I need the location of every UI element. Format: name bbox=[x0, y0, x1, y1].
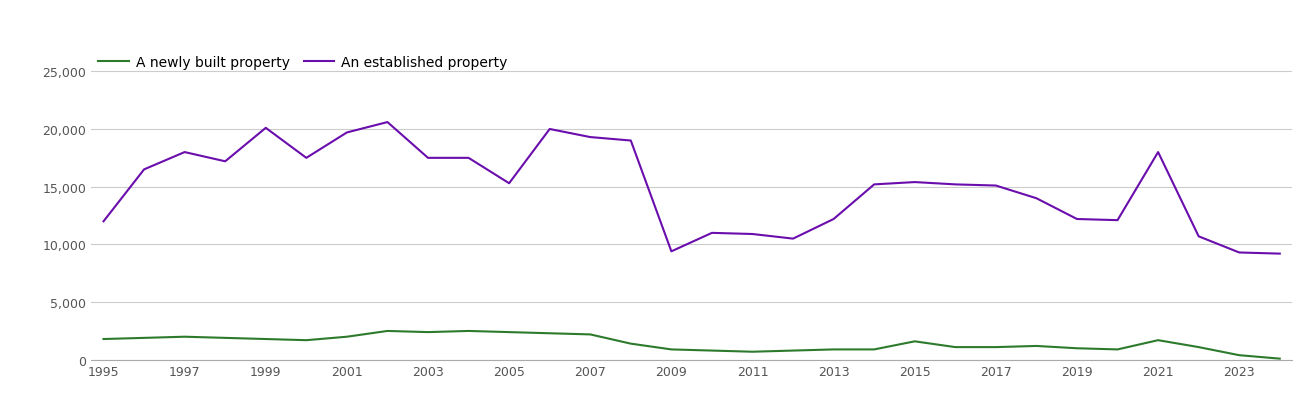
An established property bbox=[622, 139, 638, 144]
A newly built property bbox=[95, 337, 111, 342]
A newly built property bbox=[907, 339, 923, 344]
An established property bbox=[1028, 196, 1044, 201]
An established property bbox=[1272, 252, 1288, 256]
An established property bbox=[380, 120, 395, 125]
An established property bbox=[1109, 218, 1125, 223]
A newly built property bbox=[299, 338, 315, 343]
A newly built property bbox=[663, 347, 679, 352]
A newly built property bbox=[258, 337, 274, 342]
A newly built property bbox=[1191, 345, 1207, 350]
A newly built property bbox=[420, 330, 436, 335]
A newly built property bbox=[1028, 344, 1044, 348]
Line: An established property: An established property bbox=[103, 123, 1280, 254]
A newly built property bbox=[380, 329, 395, 334]
Line: A newly built property: A newly built property bbox=[103, 331, 1280, 359]
A newly built property bbox=[622, 342, 638, 346]
An established property bbox=[542, 127, 557, 132]
A newly built property bbox=[988, 345, 1004, 350]
An established property bbox=[501, 181, 517, 186]
An established property bbox=[1191, 234, 1207, 239]
An established property bbox=[420, 156, 436, 161]
An established property bbox=[947, 182, 963, 187]
A newly built property bbox=[947, 345, 963, 350]
An established property bbox=[1069, 217, 1084, 222]
An established property bbox=[786, 236, 801, 241]
A newly built property bbox=[461, 329, 476, 334]
An established property bbox=[867, 182, 882, 187]
A newly built property bbox=[339, 335, 355, 339]
A newly built property bbox=[826, 347, 842, 352]
A newly built property bbox=[501, 330, 517, 335]
A newly built property bbox=[582, 332, 598, 337]
An established property bbox=[1232, 250, 1248, 255]
A newly built property bbox=[136, 336, 151, 341]
An established property bbox=[299, 156, 315, 161]
A newly built property bbox=[1109, 347, 1125, 352]
An established property bbox=[461, 156, 476, 161]
An established property bbox=[258, 126, 274, 131]
An established property bbox=[826, 217, 842, 222]
An established property bbox=[218, 160, 234, 164]
A newly built property bbox=[786, 348, 801, 353]
An established property bbox=[745, 232, 761, 237]
An established property bbox=[95, 219, 111, 224]
A newly built property bbox=[1232, 353, 1248, 358]
A newly built property bbox=[705, 348, 720, 353]
A newly built property bbox=[218, 336, 234, 341]
A newly built property bbox=[176, 335, 192, 339]
An established property bbox=[176, 150, 192, 155]
A newly built property bbox=[745, 349, 761, 354]
An established property bbox=[988, 184, 1004, 189]
An established property bbox=[705, 231, 720, 236]
An established property bbox=[663, 249, 679, 254]
A newly built property bbox=[867, 347, 882, 352]
Legend: A newly built property, An established property: A newly built property, An established p… bbox=[98, 56, 508, 70]
An established property bbox=[582, 135, 598, 140]
A newly built property bbox=[1069, 346, 1084, 351]
A newly built property bbox=[1272, 356, 1288, 361]
A newly built property bbox=[542, 331, 557, 336]
An established property bbox=[136, 168, 151, 173]
A newly built property bbox=[1150, 338, 1165, 343]
An established property bbox=[1150, 150, 1165, 155]
An established property bbox=[339, 130, 355, 135]
An established property bbox=[907, 180, 923, 185]
